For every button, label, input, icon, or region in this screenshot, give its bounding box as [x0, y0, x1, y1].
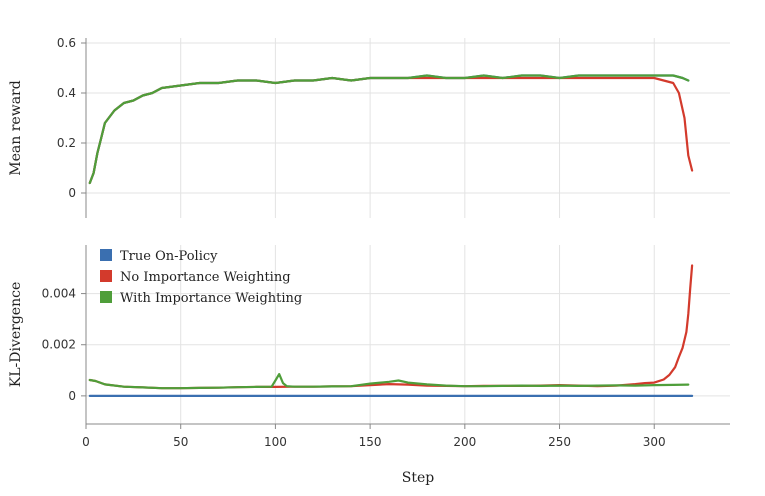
legend-swatch-true-on-policy: [100, 249, 112, 261]
ytick-label-reward-2: 0.4: [57, 86, 76, 100]
xtick-label-1: 50: [173, 435, 188, 449]
legend-label-with-importance-weighting: With Importance Weighting: [120, 291, 302, 306]
ytick-label-kl-2: 0.004: [42, 287, 76, 301]
legend-swatch-with-importance-weighting: [100, 291, 112, 303]
ytick-label-kl-1: 0.002: [42, 338, 76, 352]
series-line-reward-with-importance-weighting: [88, 74, 690, 185]
ytick-label-reward-3: 0.6: [57, 36, 76, 50]
legend: True On-Policy No Importance Weighting Wit…: [100, 249, 302, 306]
series-line-reward-true-on-policy: [88, 74, 690, 185]
axis-layer: 0 0.2 0.4 0.6 0 0.002 0.004 0 50 100 150 200 250 300: [42, 36, 730, 449]
ylabel-reward: Mean reward: [8, 80, 24, 175]
xtick-label-3: 150: [359, 435, 382, 449]
xlabel: Step: [402, 470, 435, 486]
series-line-reward-no-importance-weighting: [88, 76, 694, 185]
ytick-label-kl-0: 0: [68, 389, 76, 403]
xtick-label-6: 300: [643, 435, 666, 449]
ytick-label-reward-0: 0: [68, 186, 76, 200]
label-layer: Mean reward KL-Divergence Step: [8, 80, 434, 486]
xtick-label-0: 0: [82, 435, 90, 449]
ylabel-kl: KL-Divergence: [8, 282, 24, 387]
xtick-label-4: 200: [453, 435, 476, 449]
series-line-kl-with-importance-weighting: [88, 373, 690, 390]
xtick-label-5: 250: [548, 435, 571, 449]
xtick-label-2: 100: [264, 435, 287, 449]
legend-label-true-on-policy: True On-Policy: [120, 249, 218, 264]
series-layer: [88, 74, 694, 397]
grid-layer: [85, 38, 730, 424]
legend-swatch-no-importance-weighting: [100, 270, 112, 282]
ytick-label-reward-1: 0.2: [57, 136, 76, 150]
legend-label-no-importance-weighting: No Importance Weighting: [120, 270, 291, 285]
